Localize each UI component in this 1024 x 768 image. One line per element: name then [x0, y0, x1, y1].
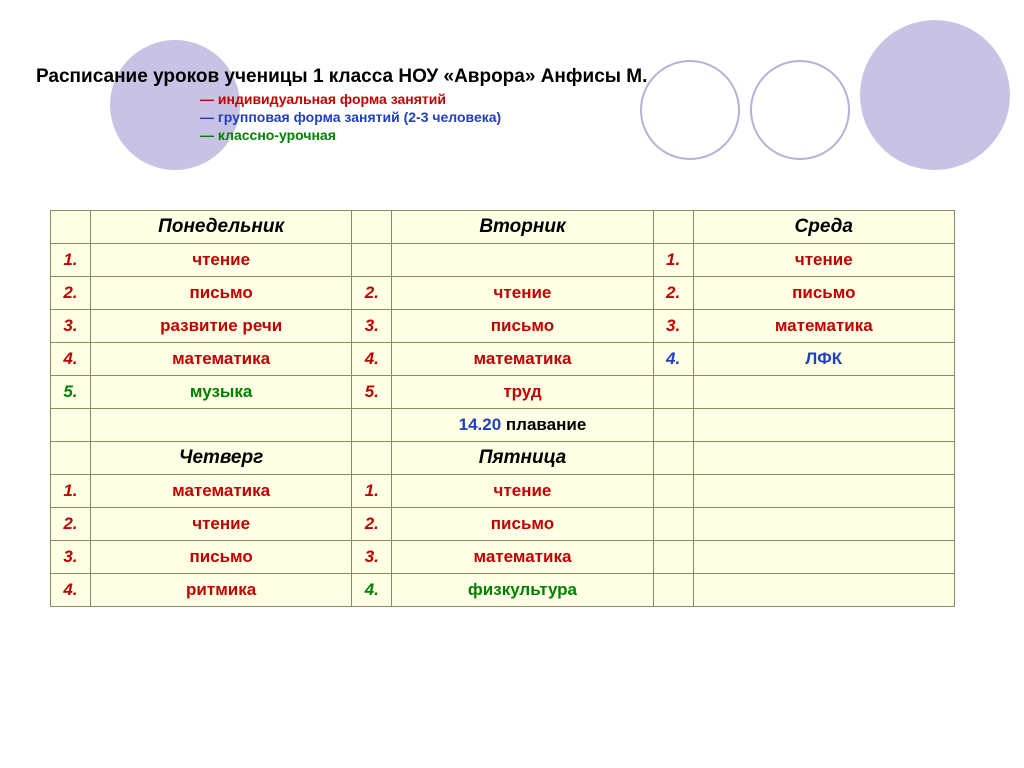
subject-cell: чтение — [392, 475, 653, 508]
table-row: 5.музыка5.труд — [51, 376, 955, 409]
row-number: 3. — [51, 541, 91, 574]
subject-cell: чтение — [693, 244, 954, 277]
subject-cell — [693, 574, 954, 607]
legend-class: — классно-урочная — [200, 126, 501, 144]
row-number: 1. — [51, 475, 91, 508]
subject-cell: письмо — [392, 508, 653, 541]
swim-label: плавание — [506, 415, 586, 434]
subject-cell: математика — [392, 343, 653, 376]
row-number: 4. — [51, 343, 91, 376]
subject-cell: труд — [392, 376, 653, 409]
subject-cell — [693, 508, 954, 541]
subject-cell: письмо — [90, 277, 351, 310]
subject-cell — [693, 541, 954, 574]
row-number: 3. — [352, 310, 392, 343]
row-number: 5. — [352, 376, 392, 409]
swimming-cell: 14.20 плавание — [392, 409, 653, 442]
subject-cell: развитие речи — [90, 310, 351, 343]
table-row: 3.развитие речи3.письмо3.математика — [51, 310, 955, 343]
row-number: 4. — [51, 574, 91, 607]
table-row: 4.математика4.математика4.ЛФК — [51, 343, 955, 376]
schedule-table: Понедельник Вторник Среда 1.чтение1.чтен… — [50, 210, 955, 607]
subject-cell: письмо — [693, 277, 954, 310]
row-number: 4. — [352, 574, 392, 607]
row-number: 2. — [352, 508, 392, 541]
row-number: 4. — [352, 343, 392, 376]
subject-cell: физкультура — [392, 574, 653, 607]
header-row-1: Понедельник Вторник Среда — [51, 211, 955, 244]
decorative-circle-filled — [860, 20, 1010, 170]
subject-cell: музыка — [90, 376, 351, 409]
swim-time: 14.20 — [459, 415, 502, 434]
row-number — [653, 508, 693, 541]
subject-cell: математика — [90, 475, 351, 508]
day-friday: Пятница — [392, 442, 653, 475]
row-number — [653, 541, 693, 574]
decorative-circle-outline — [750, 60, 850, 160]
row-number: 3. — [51, 310, 91, 343]
row-number — [653, 574, 693, 607]
subject-cell: чтение — [90, 244, 351, 277]
subject-cell — [693, 475, 954, 508]
day-thursday: Четверг — [90, 442, 351, 475]
subject-cell: ЛФК — [693, 343, 954, 376]
swimming-row: 14.20 плавание — [51, 409, 955, 442]
subject-cell: ритмика — [90, 574, 351, 607]
row-number: 1. — [653, 244, 693, 277]
table-row: 3.письмо3.математика — [51, 541, 955, 574]
decorative-circle-outline — [640, 60, 740, 160]
subject-cell: математика — [693, 310, 954, 343]
subject-cell — [693, 376, 954, 409]
row-number: 4. — [653, 343, 693, 376]
row-number — [352, 244, 392, 277]
row-number: 2. — [653, 277, 693, 310]
subject-cell: письмо — [392, 310, 653, 343]
subject-cell: письмо — [90, 541, 351, 574]
row-number — [653, 475, 693, 508]
page-title: Расписание уроков ученицы 1 класса НОУ «… — [36, 66, 647, 88]
table-row: 1.математика1.чтение — [51, 475, 955, 508]
subject-cell: чтение — [392, 277, 653, 310]
row-number: 1. — [352, 475, 392, 508]
table-row: 1.чтение1.чтение — [51, 244, 955, 277]
subject-cell — [392, 244, 653, 277]
legend-individual: — индивидуальная форма занятий — [200, 90, 501, 108]
row-number: 5. — [51, 376, 91, 409]
day-tuesday: Вторник — [392, 211, 653, 244]
row-number: 3. — [653, 310, 693, 343]
day-monday: Понедельник — [90, 211, 351, 244]
row-number: 2. — [51, 508, 91, 541]
subject-cell: чтение — [90, 508, 351, 541]
header-row-2: Четверг Пятница — [51, 442, 955, 475]
row-number — [653, 376, 693, 409]
row-number: 3. — [352, 541, 392, 574]
row-number: 2. — [352, 277, 392, 310]
subject-cell: математика — [90, 343, 351, 376]
table-row: 2.письмо2.чтение2.письмо — [51, 277, 955, 310]
row-number: 2. — [51, 277, 91, 310]
table-row: 4.ритмика4.физкультура — [51, 574, 955, 607]
subject-cell: математика — [392, 541, 653, 574]
day-wednesday: Среда — [693, 211, 954, 244]
legend-group: — групповая форма занятий (2-3 человека) — [200, 108, 501, 126]
table-row: 2.чтение2.письмо — [51, 508, 955, 541]
row-number: 1. — [51, 244, 91, 277]
legend: — индивидуальная форма занятий — группов… — [200, 90, 501, 145]
